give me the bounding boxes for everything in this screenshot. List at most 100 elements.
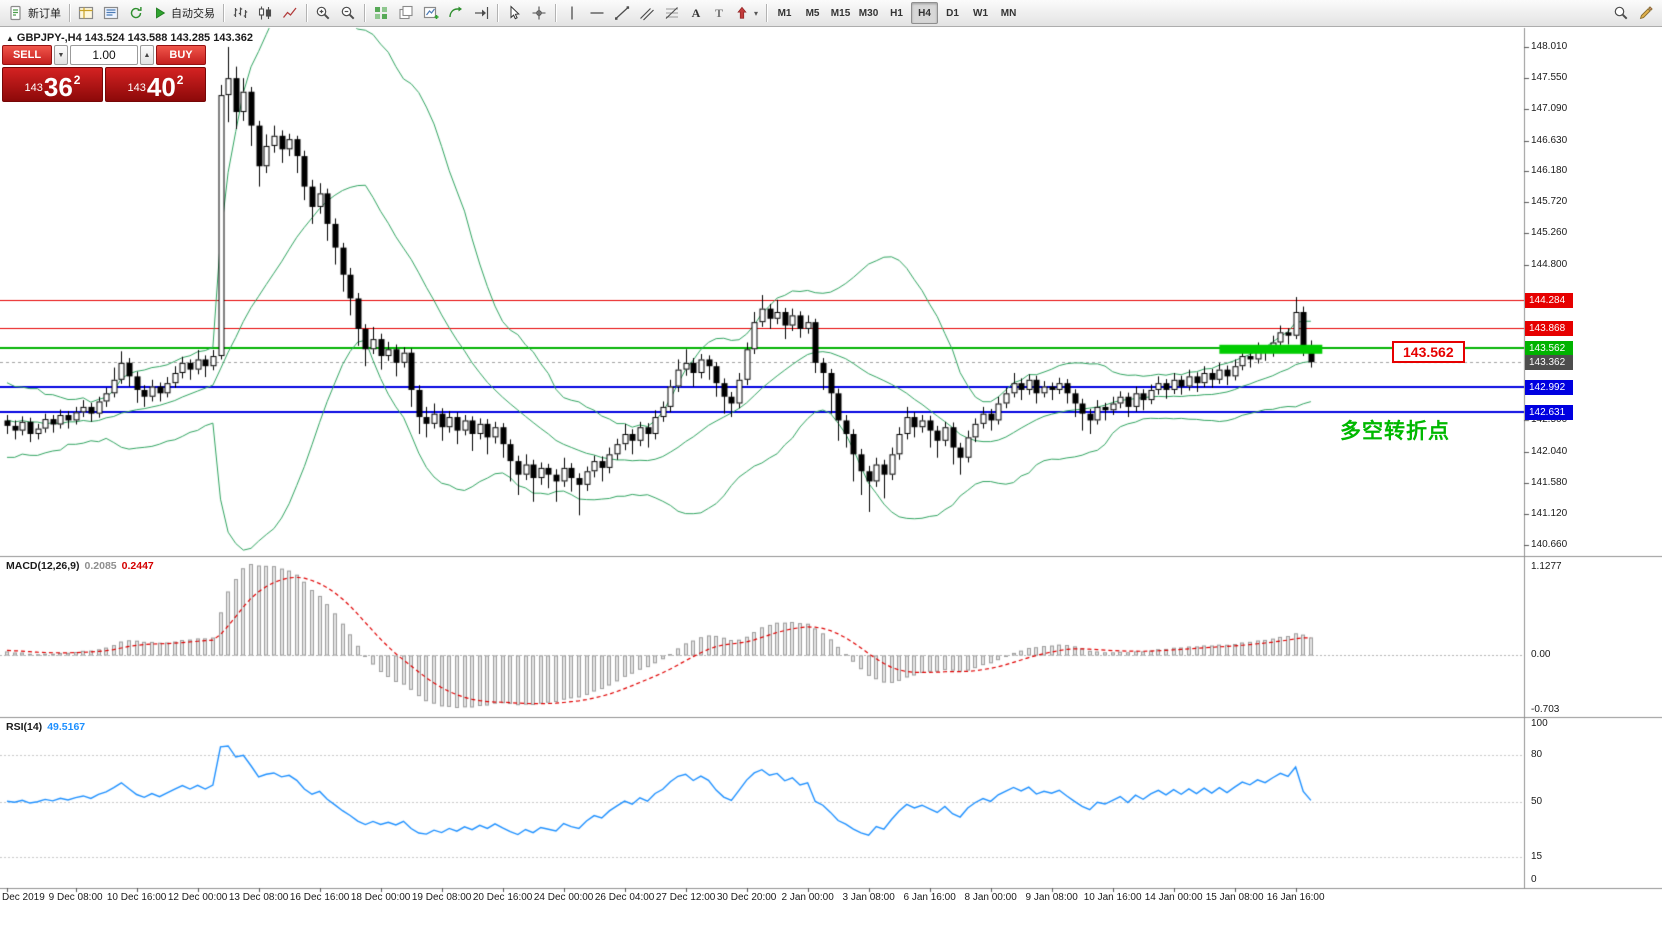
- cursor-icon: [510, 5, 520, 20]
- timeframe-m30[interactable]: M30: [855, 2, 882, 24]
- sell-price-pips: 36: [43, 71, 73, 102]
- channel-icon: [640, 8, 654, 21]
- timeframe-h4[interactable]: H4: [911, 2, 939, 24]
- time-axis-label: 14 Jan 00:00: [1144, 892, 1203, 903]
- market-watch-icon: [78, 6, 94, 20]
- macd-axis-label: -0.703: [1531, 704, 1560, 715]
- tile-windows-icon: [399, 5, 413, 20]
- search-button[interactable]: [1609, 2, 1633, 24]
- label-tool-button[interactable]: T: [708, 2, 730, 24]
- time-axis-label: 26 Dec 04:00: [594, 892, 655, 903]
- toolbar: 新订单 自动交易: [0, 0, 1662, 27]
- fibonacci-tool-button[interactable]: [660, 2, 684, 24]
- crosshair-button[interactable]: [527, 2, 551, 24]
- time-axis-label: 18 Dec 00:00: [350, 892, 411, 903]
- timeframe-mn[interactable]: MN: [995, 2, 1022, 24]
- chevron-down-icon: ▼: [57, 51, 65, 59]
- price-line-label: 142.631: [1525, 404, 1573, 420]
- buy-price-display[interactable]: 143 40 2: [105, 67, 206, 102]
- rsi-indicator-label: RSI(14) 49.5167: [6, 721, 85, 733]
- zoom-out-icon: [341, 6, 355, 20]
- timeframe-w1[interactable]: W1: [967, 2, 994, 24]
- time-axis-label: 9 Jan 08:00: [1025, 892, 1078, 903]
- turning-point-annotation[interactable]: 多空转折点: [1340, 420, 1450, 443]
- toolbar-separator: [364, 4, 365, 22]
- trendline-tool-button[interactable]: [610, 2, 634, 24]
- time-axis-label: 10 Dec 16:00: [106, 892, 167, 903]
- volume-down-button[interactable]: ▼: [54, 45, 68, 65]
- price-annotation-box[interactable]: 143.562: [1392, 341, 1465, 363]
- chevron-up-icon: ▲: [143, 51, 151, 59]
- price-tick: 145.720: [1531, 196, 1568, 208]
- market-watch-button[interactable]: [74, 2, 98, 24]
- buy-price-pips: 40: [146, 71, 176, 102]
- sell-price-display[interactable]: 143 36 2: [2, 67, 103, 102]
- candlestick-chart-button[interactable]: [253, 2, 277, 24]
- refresh-button[interactable]: [124, 2, 148, 24]
- new-chart-icon: [423, 6, 439, 19]
- sell-button[interactable]: SELL: [2, 45, 52, 65]
- horizontal-line-tool-button[interactable]: [585, 2, 609, 24]
- timeframe-h1[interactable]: H1: [883, 2, 910, 24]
- time-axis-label: 27 Dec 12:00: [655, 892, 716, 903]
- cursor-button[interactable]: [502, 2, 526, 24]
- toolbar-separator: [555, 4, 556, 22]
- data-window-button[interactable]: [99, 2, 123, 24]
- price-tick: 148.010: [1531, 40, 1568, 52]
- timeframe-m15[interactable]: M15: [827, 2, 854, 24]
- tile-windows-button[interactable]: [394, 2, 418, 24]
- time-axis-label: 20 Dec 16:00: [472, 892, 533, 903]
- timeframe-m5[interactable]: M5: [799, 2, 826, 24]
- macd-axis-label: 0.00: [1531, 648, 1551, 660]
- zoom-in-button[interactable]: [311, 2, 335, 24]
- new-chart-button[interactable]: [419, 2, 443, 24]
- price-tick: 140.660: [1531, 539, 1568, 551]
- price-tick: 147.550: [1531, 72, 1568, 84]
- rsi-axis-label: 15: [1531, 850, 1543, 862]
- auto-trading-button[interactable]: 自动交易: [149, 2, 219, 24]
- price-tick: 142.500: [1531, 414, 1568, 426]
- rsi-value: 49.5167: [47, 721, 86, 733]
- toolbar-separator: [306, 4, 307, 22]
- chart-shift-icon: [475, 7, 489, 19]
- indicators-button[interactable]: [369, 2, 393, 24]
- auto-scroll-button[interactable]: [444, 2, 468, 24]
- new-order-button[interactable]: 新订单: [4, 2, 65, 24]
- chart-shift-button[interactable]: [469, 2, 493, 24]
- price-tick: 141.580: [1531, 476, 1568, 488]
- volume-up-button[interactable]: ▲: [140, 45, 154, 65]
- search-icon: [1614, 6, 1628, 20]
- vertical-line-icon: [571, 6, 573, 20]
- timeframe-m1[interactable]: M1: [771, 2, 798, 24]
- price-tick: 145.260: [1531, 227, 1568, 239]
- toolbar-separator: [223, 4, 224, 22]
- symbol-ohlc-text: GBPJPY-,H4 143.524 143.588 143.285 143.3…: [16, 32, 253, 44]
- toolbar-separator: [766, 4, 768, 22]
- new-order-label: 新订单: [28, 8, 61, 20]
- rsi-name: RSI(14): [6, 721, 43, 733]
- time-axis-label: 6 Jan 16:00: [903, 892, 956, 903]
- volume-input[interactable]: 1.00: [70, 45, 138, 65]
- pencil-icon: [1639, 6, 1653, 20]
- price-tick: 146.180: [1531, 165, 1568, 176]
- zoom-out-button[interactable]: [336, 2, 360, 24]
- price-line-label: 142.992: [1525, 380, 1573, 396]
- channel-tool-button[interactable]: [635, 2, 659, 24]
- arrows-tool-button[interactable]: ▾: [731, 2, 762, 24]
- timeframe-d1[interactable]: D1: [939, 2, 966, 24]
- time-axis-label: 3 Jan 08:00: [842, 892, 895, 903]
- line-chart-button[interactable]: [278, 2, 302, 24]
- macd-main-value: 0.2085: [84, 560, 117, 572]
- chevron-down-icon: ▾: [754, 8, 759, 18]
- bar-chart-button[interactable]: [228, 2, 252, 24]
- time-axis-label: 15 Jan 08:00: [1205, 892, 1264, 903]
- time-axis-label: 19 Dec 08:00: [411, 892, 472, 903]
- vertical-line-tool-button[interactable]: [560, 2, 584, 24]
- time-axis-label: 24 Dec 00:00: [533, 892, 594, 903]
- buy-button[interactable]: BUY: [156, 45, 206, 65]
- price-tick: 146.630: [1531, 134, 1568, 146]
- pencil-button[interactable]: [1634, 2, 1658, 24]
- auto-scroll-icon: [449, 6, 462, 18]
- text-tool-button[interactable]: A: [685, 2, 707, 24]
